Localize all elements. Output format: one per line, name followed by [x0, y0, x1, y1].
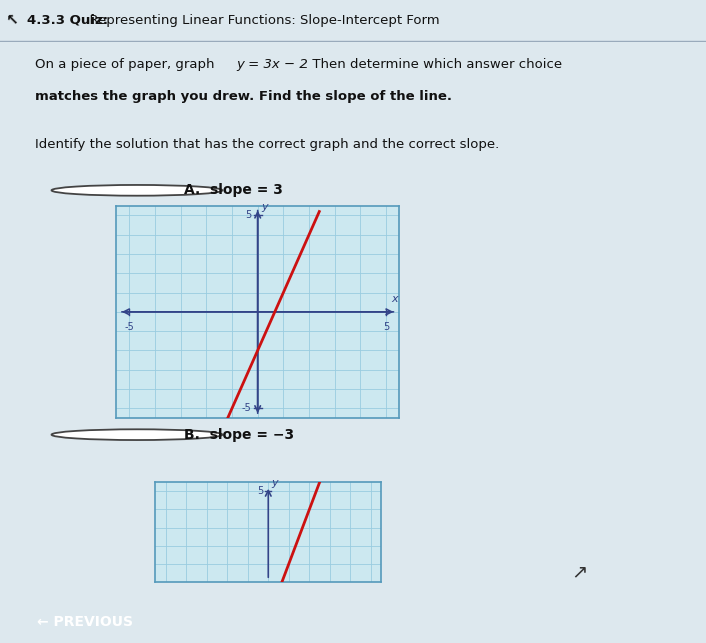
Text: Identify the solution that has the correct graph and the correct slope.: Identify the solution that has the corre… — [35, 138, 500, 150]
Text: 4.3.3 Quiz:: 4.3.3 Quiz: — [27, 14, 108, 26]
Circle shape — [52, 430, 222, 440]
Text: A.  slope = 3: A. slope = 3 — [184, 183, 282, 197]
Text: 5: 5 — [257, 486, 263, 496]
Text: -5: -5 — [124, 323, 134, 332]
Text: ↗: ↗ — [570, 563, 587, 582]
Text: y: y — [261, 201, 268, 212]
Text: On a piece of paper, graph: On a piece of paper, graph — [35, 58, 219, 71]
Text: ← PREVIOUS: ← PREVIOUS — [37, 615, 133, 629]
Text: y = 3x − 2: y = 3x − 2 — [237, 58, 309, 71]
Text: y: y — [271, 478, 278, 487]
Text: 5: 5 — [383, 323, 389, 332]
Text: -5: -5 — [241, 403, 251, 413]
Text: ↑: ↑ — [3, 9, 23, 29]
Text: . Then determine which answer choice: . Then determine which answer choice — [304, 58, 562, 71]
Text: x: x — [391, 294, 397, 304]
Text: matches the graph you drew. Find the slope of the line.: matches the graph you drew. Find the slo… — [35, 90, 453, 103]
Text: 5: 5 — [245, 210, 251, 221]
Text: Representing Linear Functions: Slope-Intercept Form: Representing Linear Functions: Slope-Int… — [81, 14, 440, 26]
Circle shape — [52, 185, 222, 195]
Text: B.  slope = −3: B. slope = −3 — [184, 428, 294, 442]
